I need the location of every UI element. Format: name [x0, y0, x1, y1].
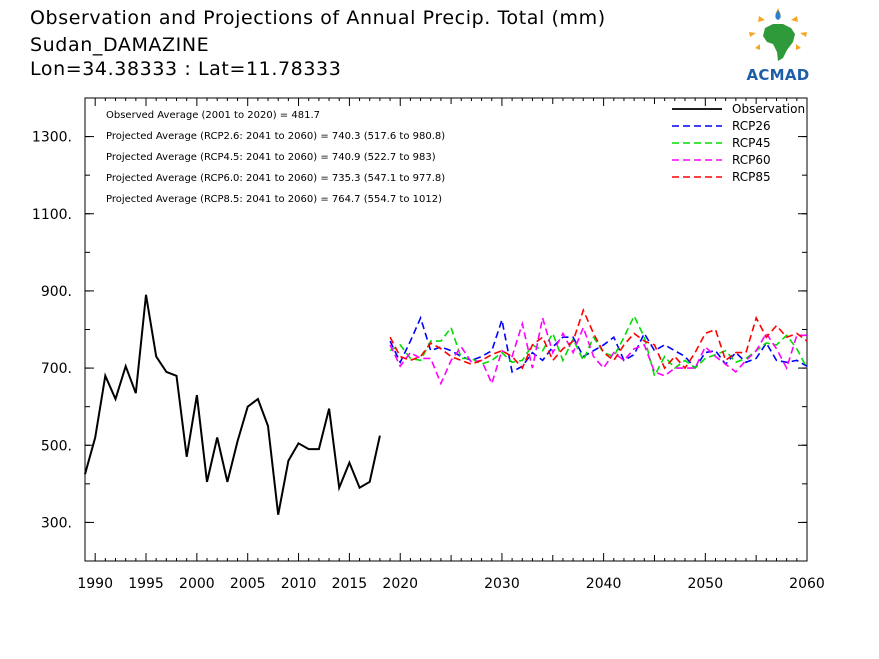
acmad-logo: ACMAD: [737, 6, 819, 84]
x-tick-label: 1990: [77, 576, 113, 592]
average-annotation: Projected Average (RCP8.5: 2041 to 2060)…: [106, 194, 442, 205]
x-tick-label: 2005: [230, 576, 266, 592]
x-tick-label: 2020: [382, 576, 418, 592]
y-tick-label: 300.: [41, 515, 72, 531]
average-annotation: Projected Average (RCP4.5: 2041 to 2060)…: [106, 152, 436, 163]
legend-label: Observation: [732, 102, 805, 116]
series-line-rcp26: [389, 315, 808, 374]
legend-label: RCP85: [732, 170, 771, 184]
y-tick-label: 900.: [41, 284, 72, 300]
x-tick-label: 2060: [789, 576, 825, 592]
series-line-rcp85: [389, 307, 808, 370]
x-tick-label: 2000: [179, 576, 215, 592]
station-name: Sudan_DAMAZINE: [30, 34, 210, 56]
plot-frame: [84, 97, 808, 562]
y-tick-label: 1100.: [32, 207, 72, 223]
series-line-rcp60: [389, 317, 807, 386]
y-tick-label: 1300.: [32, 130, 72, 146]
y-tick-label: 700.: [41, 361, 72, 377]
x-tick-label: 2050: [687, 576, 723, 592]
x-tick-label: 2040: [586, 576, 622, 592]
average-annotation: Projected Average (RCP6.0: 2041 to 2060)…: [106, 173, 445, 184]
average-annotation: Projected Average (RCP2.6: 2041 to 2060)…: [106, 131, 445, 142]
africa-map-icon: [749, 8, 807, 61]
legend-label: RCP45: [732, 136, 771, 150]
acmad-logo-text: ACMAD: [746, 66, 810, 84]
x-tick-label: 1995: [128, 576, 164, 592]
x-tick-label: 2010: [281, 576, 317, 592]
chart-title: Observation and Projections of Annual Pr…: [30, 7, 606, 29]
series-line-observation: [84, 294, 381, 515]
legend-label: RCP60: [732, 153, 771, 167]
station-coordinates: Lon=34.38333 : Lat=11.78333: [30, 58, 342, 80]
x-tick-label: 2015: [332, 576, 368, 592]
legend-label: RCP26: [732, 119, 771, 133]
series-line-rcp45: [389, 314, 808, 378]
x-tick-label: 2030: [484, 576, 520, 592]
y-tick-label: 500.: [41, 438, 72, 454]
average-annotation: Observed Average (2001 to 2020) = 481.7: [106, 110, 320, 121]
